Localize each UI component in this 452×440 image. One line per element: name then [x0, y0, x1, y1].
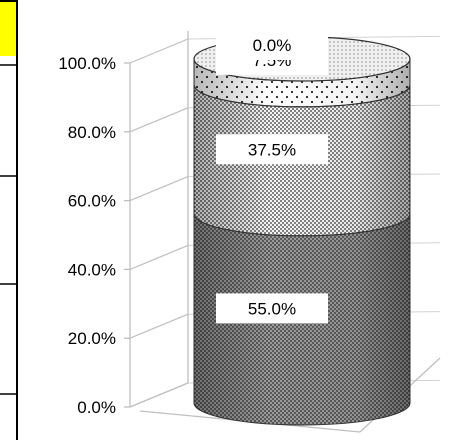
- left-wall-gridline: [129, 176, 189, 202]
- y-axis: 0.0% 20.0% 40.0% 60.0% 80.0% 100.0%: [58, 54, 116, 417]
- data-label-box: [216, 30, 328, 60]
- cylinder-segments: [193, 36, 411, 426]
- left-wall-gridline: [129, 38, 189, 64]
- data-labels: 55.0%37.5%7.5%0.0%: [216, 30, 328, 324]
- y-tick-label: 20.0%: [68, 329, 116, 348]
- data-label-box: [216, 134, 328, 165]
- y-tick-label: 0.0%: [77, 398, 116, 417]
- left-wall-gridline: [129, 107, 189, 133]
- cylinder-segment-shading: [194, 59, 410, 107]
- data-label: 0.0%: [253, 36, 292, 55]
- y-tick-label: 60.0%: [68, 192, 116, 211]
- data-label: 37.5%: [248, 140, 296, 159]
- y-tick-label: 40.0%: [68, 260, 116, 279]
- y-tick-label: 100.0%: [58, 54, 116, 73]
- segment-boundary: [193, 213, 411, 237]
- y-tick-label: 80.0%: [68, 123, 116, 142]
- left-wall-gridline: [129, 244, 189, 270]
- segment-boundary: [193, 58, 411, 82]
- left-wall-gridline: [129, 313, 189, 339]
- yellow-cell-fragment: [0, 0, 17, 56]
- segment-boundary: [193, 84, 411, 108]
- data-label: 55.0%: [248, 299, 296, 318]
- left-wall-gridline: [129, 382, 189, 408]
- data-label-box: [216, 293, 328, 324]
